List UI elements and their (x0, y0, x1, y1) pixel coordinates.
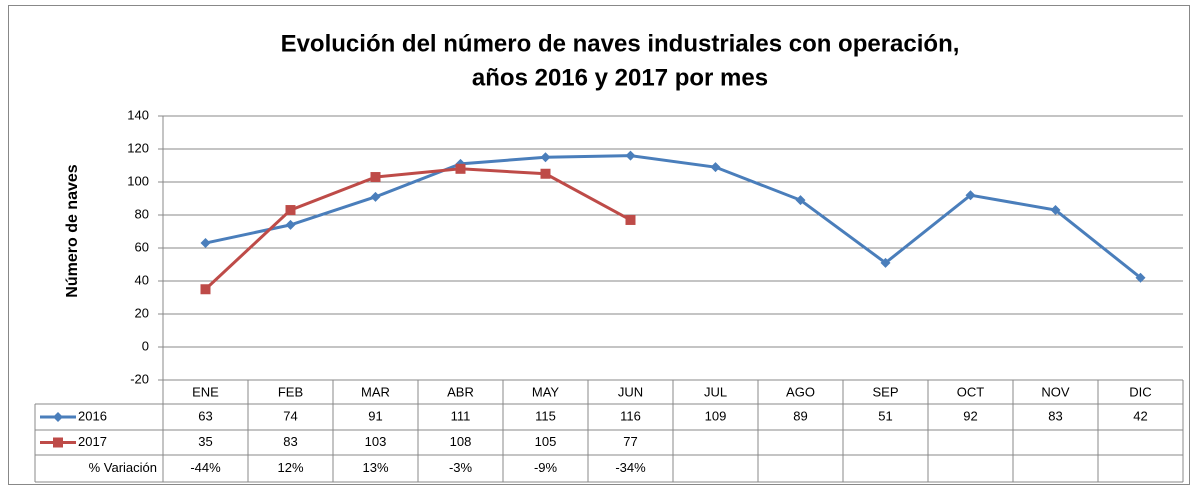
y-tick-label: 60 (135, 239, 149, 254)
x-tick-label: DIC (1129, 384, 1151, 399)
x-tick-label: ABR (447, 384, 474, 399)
variation-value: -34% (615, 460, 646, 475)
table-value: 83 (1048, 408, 1062, 423)
variation-value: 13% (362, 460, 388, 475)
table-value: 91 (368, 408, 382, 423)
marker (710, 162, 721, 173)
marker (200, 284, 211, 295)
marker (370, 191, 381, 202)
x-tick-label: FEB (278, 384, 303, 399)
marker (965, 190, 976, 201)
variation-value: -3% (449, 460, 473, 475)
x-tick-label: AGO (786, 384, 815, 399)
marker (455, 163, 466, 174)
table-value: 77 (623, 434, 637, 449)
table-value: 51 (878, 408, 892, 423)
marker (625, 150, 636, 161)
marker (540, 168, 551, 179)
row-label: % Variación (89, 460, 157, 475)
table-value: 63 (198, 408, 212, 423)
y-tick-label: 120 (127, 140, 149, 155)
marker (540, 152, 551, 163)
marker (53, 437, 63, 448)
table-value: 116 (620, 408, 641, 423)
marker (1050, 205, 1061, 216)
table-value: 105 (535, 434, 557, 449)
y-axis-label: Número de naves (64, 164, 81, 297)
y-tick-label: 40 (135, 272, 149, 287)
marker (625, 214, 636, 225)
chart-subtitle: años 2016 y 2017 por mes (472, 64, 768, 91)
x-tick-label: OCT (957, 384, 985, 399)
variation-value: 12% (277, 460, 303, 475)
x-tick-label: MAY (532, 384, 560, 399)
chart-title: Evolución del número de naves industrial… (281, 30, 960, 57)
y-tick-label: 80 (135, 206, 149, 221)
y-tick-label: 0 (142, 338, 149, 353)
legend-label: 2016 (78, 408, 107, 423)
table-value: 115 (535, 408, 556, 423)
series-line (204, 167, 632, 291)
table-value: 89 (793, 408, 807, 423)
y-tick-label: 20 (135, 305, 149, 320)
table-value: 74 (283, 408, 297, 423)
marker (200, 238, 211, 249)
x-tick-label: NOV (1041, 384, 1070, 399)
y-tick-label: 100 (127, 173, 149, 188)
marker (1135, 272, 1146, 283)
series-line (205, 154, 1142, 279)
legend-label: 2017 (78, 434, 107, 449)
x-tick-label: MAR (361, 384, 390, 399)
x-tick-label: JUL (704, 384, 727, 399)
table-value: 92 (963, 408, 977, 423)
marker (53, 412, 63, 422)
y-tick-label: -20 (130, 371, 149, 386)
table-value: 103 (365, 434, 387, 449)
marker (285, 205, 296, 216)
x-tick-label: ENE (192, 384, 219, 399)
table-value: 108 (450, 434, 472, 449)
variation-value: -9% (534, 460, 558, 475)
table-value: 83 (283, 434, 297, 449)
table-value: 42 (1133, 408, 1147, 423)
marker (880, 257, 891, 268)
table-value: 109 (705, 408, 727, 423)
marker (795, 195, 806, 206)
variation-value: -44% (190, 460, 221, 475)
table-value: 111 (451, 408, 471, 423)
x-tick-label: JUN (618, 384, 643, 399)
x-tick-label: SEP (872, 384, 898, 399)
marker (370, 172, 381, 183)
table-value: 35 (198, 434, 212, 449)
marker (285, 219, 296, 230)
y-tick-label: 140 (127, 107, 149, 122)
